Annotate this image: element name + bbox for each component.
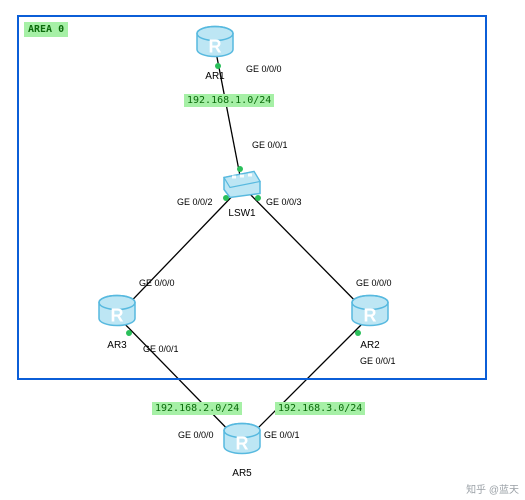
- device-label: AR3: [107, 340, 126, 351]
- port-label: GE 0/0/0: [356, 278, 392, 288]
- port-label: GE 0/0/0: [246, 64, 282, 74]
- device-label: LSW1: [228, 208, 255, 219]
- subnet-label: 192.168.1.0/24: [184, 94, 274, 107]
- area-label: AREA 0: [24, 22, 68, 37]
- router-ar5: R: [220, 422, 264, 467]
- port-label: GE 0/0/0: [178, 430, 214, 440]
- port-label: GE 0/0/2: [177, 197, 213, 207]
- port-label: GE 0/0/1: [143, 344, 179, 354]
- device-label: AR2: [360, 340, 379, 351]
- device-label: AR1: [205, 71, 224, 82]
- port-label: GE 0/0/1: [360, 356, 396, 366]
- port-label: GE 0/0/1: [264, 430, 300, 440]
- port-label: GE 0/0/0: [139, 278, 175, 288]
- port-label: GE 0/0/1: [252, 140, 288, 150]
- svg-text:R: R: [236, 434, 249, 454]
- port-label: GE 0/0/3: [266, 197, 302, 207]
- watermark: 知乎 @蓝天: [466, 481, 519, 496]
- subnet-label: 192.168.2.0/24: [152, 402, 242, 415]
- subnet-label: 192.168.3.0/24: [275, 402, 365, 415]
- device-label: AR5: [232, 468, 251, 479]
